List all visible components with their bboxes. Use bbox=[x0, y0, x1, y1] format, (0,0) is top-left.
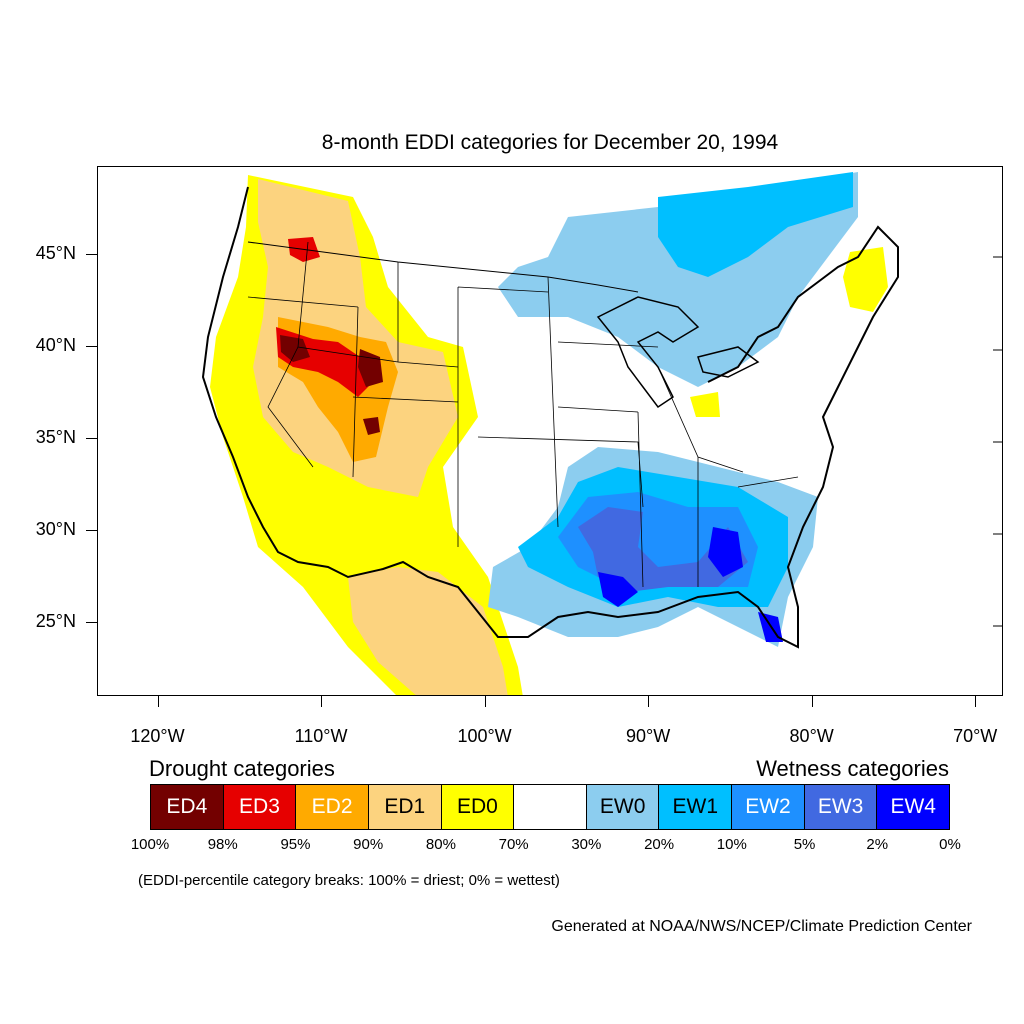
legend-swatch-ew2: EW2 bbox=[732, 785, 805, 829]
latitude-tick bbox=[86, 346, 97, 348]
legend-break-label: 30% bbox=[571, 836, 602, 853]
map-title: 8-month EDDI categories for December 20,… bbox=[321, 131, 779, 154]
latitude-label: 35°N bbox=[35, 427, 76, 448]
legend-break-label: 98% bbox=[207, 836, 238, 853]
longitude-label: 70°W bbox=[953, 726, 998, 746]
longitude-tick bbox=[484, 696, 486, 707]
legend-break-label: 70% bbox=[498, 836, 529, 853]
longitude-tick bbox=[975, 696, 977, 707]
longitude-label: 100°W bbox=[457, 726, 512, 746]
latitude-tick bbox=[86, 622, 97, 624]
legend-drought-title: Drought categories bbox=[149, 756, 335, 781]
legend-footnote: (EDDI-percentile category breaks: 100% =… bbox=[138, 872, 560, 889]
legend-swatch-ew3: EW3 bbox=[804, 785, 878, 829]
legend-break-label: 100% bbox=[130, 836, 170, 853]
longitude-tick bbox=[157, 696, 159, 707]
legend-break-label: 2% bbox=[866, 836, 889, 853]
latitude-tick bbox=[86, 530, 97, 532]
longitude-label: 80°W bbox=[789, 726, 834, 746]
legend-break-label: 95% bbox=[280, 836, 311, 853]
legend-swatch-ew4: EW4 bbox=[877, 785, 950, 829]
wet-region-ew1-north bbox=[658, 172, 853, 277]
longitude-tick bbox=[321, 696, 323, 707]
great-lakes bbox=[596, 296, 760, 409]
us-outline bbox=[201, 186, 899, 649]
longitude-label: 90°W bbox=[626, 726, 671, 746]
latitude-label: 45°N bbox=[35, 243, 76, 264]
legend-swatch-normal bbox=[514, 785, 587, 829]
longitude-tick bbox=[648, 696, 650, 707]
latitude-label: 40°N bbox=[35, 335, 76, 356]
legend-swatch-ed1: ED1 bbox=[368, 785, 442, 829]
latitude-tick bbox=[86, 438, 97, 440]
legend-color-bar: ED4 ED3 ED2 ED1 ED0 EW0 EW1 EW2 EW3 EW4 bbox=[150, 784, 950, 830]
latitude-label: 25°N bbox=[35, 611, 76, 632]
legend-break-label: 10% bbox=[716, 836, 747, 853]
legend-swatch-ed4: ED4 bbox=[151, 785, 224, 829]
longitude-label: 120°W bbox=[130, 726, 185, 746]
map-panel bbox=[97, 166, 1003, 696]
longitude-label: 110°W bbox=[294, 726, 348, 746]
legend-swatch-ed3: ED3 bbox=[223, 785, 297, 829]
drought-region-ed0-northeast bbox=[843, 247, 888, 312]
legend-swatch-ew1: EW1 bbox=[659, 785, 733, 829]
legend-swatch-ed0: ED0 bbox=[441, 785, 515, 829]
drought-region-ed4-west bbox=[280, 335, 383, 435]
legend-break-label: 90% bbox=[353, 836, 384, 853]
legend-wetness-title: Wetness categories bbox=[756, 756, 949, 781]
legend-break-label: 0% bbox=[939, 836, 961, 853]
legend-break-label: 20% bbox=[644, 836, 675, 853]
legend-break-label: 5% bbox=[793, 836, 816, 853]
credit-line: Generated at NOAA/NWS/NCEP/Climate Predi… bbox=[551, 918, 972, 935]
legend-swatch-ew0: EW0 bbox=[586, 785, 660, 829]
legend-swatch-ed2: ED2 bbox=[296, 785, 369, 829]
latitude-label: 30°N bbox=[35, 519, 76, 540]
state-lines bbox=[247, 241, 799, 588]
wet-region-ew3-south bbox=[578, 507, 748, 592]
longitude-tick bbox=[811, 696, 813, 707]
latitude-tick bbox=[86, 254, 97, 256]
eddi-map bbox=[201, 172, 1002, 695]
drought-region-ed0-ohio bbox=[690, 392, 720, 417]
legend-break-label: 80% bbox=[425, 836, 456, 853]
wet-region-ew4-south bbox=[598, 527, 783, 642]
